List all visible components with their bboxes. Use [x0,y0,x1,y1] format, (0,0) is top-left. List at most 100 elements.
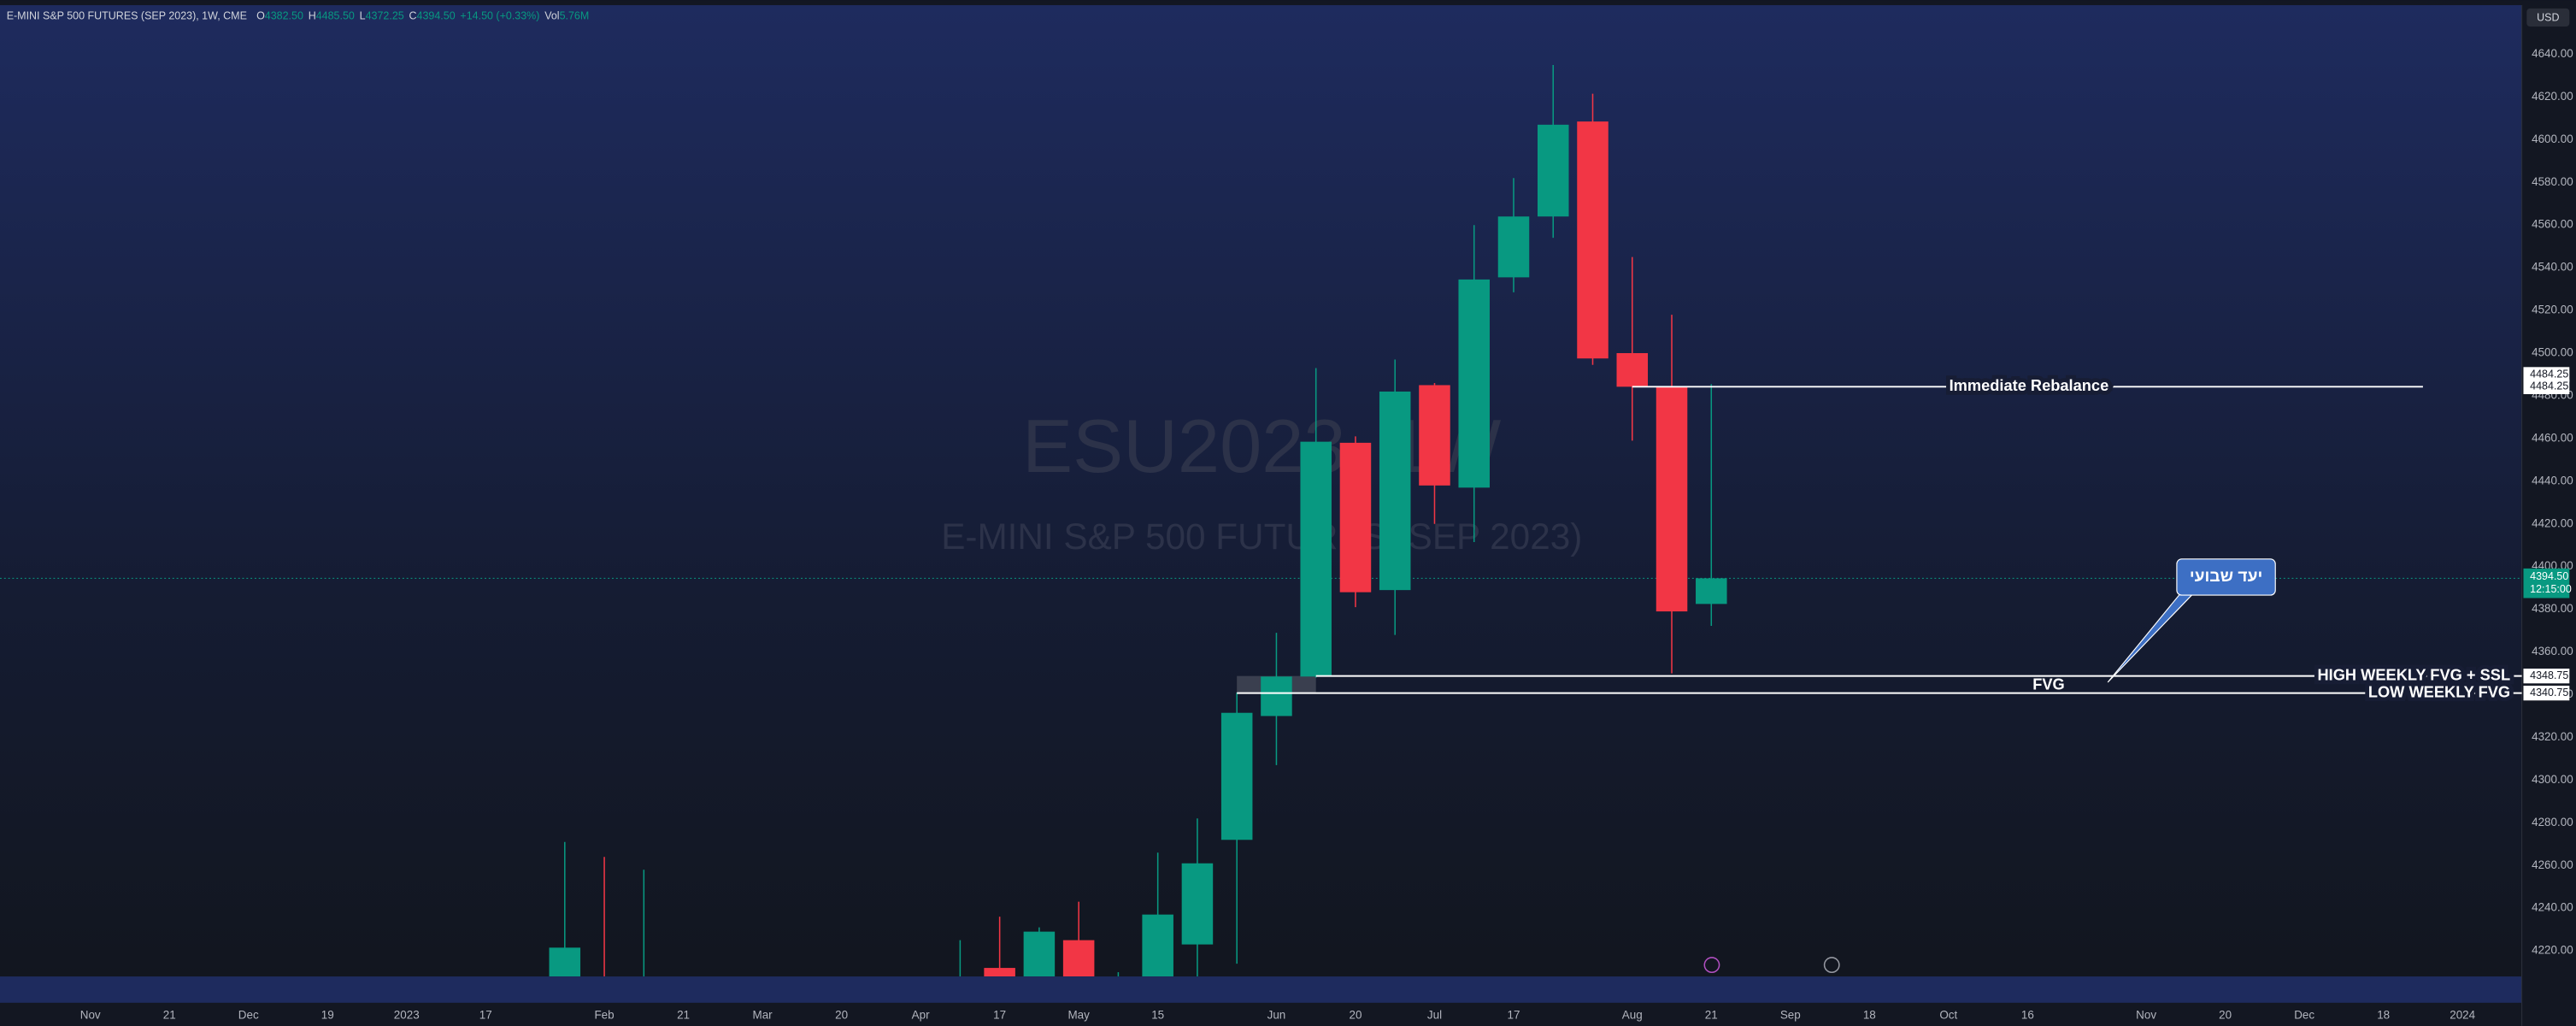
event-icon[interactable] [1703,957,1720,974]
x-tick-label: 2024 [2450,1009,2475,1022]
y-tick-label: 4460.00 [2532,431,2573,444]
x-tick-label: 17 [993,1009,1006,1022]
price-label-box [2523,685,2570,701]
y-tick-label: 4500.00 [2532,346,2573,359]
y-tick-label: 4260.00 [2532,858,2573,871]
candle-body [1261,676,1292,716]
x-tick-label: Nov [80,1009,101,1022]
candle-body [1379,391,1411,591]
x-tick-label: 21 [677,1009,690,1022]
plot-area [0,5,2522,977]
candle-body [1656,386,1688,612]
x-tick-label: Aug [1622,1009,1643,1022]
x-tick-label: Jun [1267,1009,1286,1022]
y-tick-label: 4440.00 [2532,474,2573,486]
candle-body [1577,121,1609,359]
last-price-box [2523,568,2570,598]
last-price-countdown: 12:15:00 [2530,583,2572,595]
y-tick-label: 4620.00 [2532,90,2573,103]
x-tick-label: 18 [1863,1009,1876,1022]
x-tick-label: 20 [1349,1009,1362,1022]
candle-body [1339,442,1372,593]
x-tick-label: 16 [2021,1009,2034,1022]
y-tick-label: 4280.00 [2532,816,2573,828]
callout-box [2176,558,2276,596]
x-tick-label: May [1067,1009,1090,1022]
y-tick-label: 4540.00 [2532,261,2573,274]
price-label: 4484.25 [2530,368,2568,380]
candle-body [1181,863,1214,945]
price-label: 4340.75 [2530,687,2568,699]
x-tick-label: 21 [163,1009,176,1022]
candle-body [1142,914,1173,977]
legend-volume: 5.76M [560,10,590,22]
legend-key: H [309,10,316,22]
event-icon[interactable] [1823,957,1840,974]
x-tick-label: 21 [1705,1009,1718,1022]
y-tick-label: 4600.00 [2532,133,2573,145]
watermark-name: E-MINI S&P 500 FUTURES (SEP 2023) [941,516,1582,557]
candle-body [1300,441,1332,677]
x-tick-label: 2023 [394,1009,420,1022]
candle-body [984,968,1015,977]
x-tick-label: 19 [321,1009,334,1022]
fvg-label: FVG [2032,675,2065,693]
y-tick-label: 4580.00 [2532,175,2573,188]
x-tick-label: 17 [479,1009,492,1022]
price-label-box [2523,668,2570,684]
callout-label: יעד שבועי [2190,568,2262,586]
symbol: E-MINI S&P 500 FUTURES (SEP 2023), 1W, C… [7,10,247,22]
x-tick-label: Sep [1780,1009,1801,1022]
candle-body [1696,578,1727,604]
level-label: HIGH WEEKLY FVG + SSL [2317,665,2510,683]
candle-body [1419,385,1450,486]
y-tick-label: 4360.00 [2532,645,2573,657]
price-label-box [2523,367,2570,382]
candle-body [1220,712,1253,840]
header: E-MINI S&P 500 FUTURES (SEP 2023), 1W, C… [7,10,590,22]
legend-key: O [256,10,265,22]
x-tick-label: Jul [1427,1009,1442,1022]
legend-change: +14.50 (+0.33%) [460,10,539,22]
legend-volume-key: Vol [544,10,559,22]
y-tick-label: 4640.00 [2532,47,2573,60]
y-tick-label: 4240.00 [2532,901,2573,914]
x-tick-label: 15 [1151,1009,1164,1022]
y-tick-label: 4380.00 [2532,602,2573,615]
x-tick-label: 17 [1508,1009,1520,1022]
x-tick-label: Dec [2294,1009,2314,1022]
legend-value: 4382.50 [265,10,303,22]
price-label: 4484.25 [2530,380,2568,392]
price-label-box [2523,379,2570,394]
y-tick-label: 4420.00 [2532,516,2573,529]
candle-body [1062,940,1095,977]
candle-body [1497,216,1530,278]
x-tick-label: Feb [594,1009,614,1022]
candle-body [1023,931,1056,977]
legend-value: 4394.50 [417,10,456,22]
level-label: Immediate Rebalance [1950,376,2109,394]
y-tick-label: 4220.00 [2532,944,2573,957]
candle-body [1537,124,1569,217]
legend-key: L [360,10,366,22]
x-tick-label: Mar [753,1009,773,1022]
time-scale-band [0,976,2522,1003]
y-tick-label: 4520.00 [2532,304,2573,316]
y-tick-label: 4560.00 [2532,218,2573,231]
y-tick-label: 4320.00 [2532,730,2573,743]
x-tick-label: 20 [2219,1009,2232,1022]
currency-button[interactable] [2526,8,2570,27]
x-tick-label: Dec [238,1009,259,1022]
legend-value: 4485.50 [316,10,355,22]
candle-body [1458,279,1490,488]
legend-key: C [409,10,416,22]
candle-body [1616,353,1649,387]
price-label: 4348.75 [2530,669,2568,681]
x-tick-label: 20 [835,1009,848,1022]
level-label: LOW WEEKLY FVG [2368,682,2510,700]
currency[interactable]: USD [2537,12,2559,24]
last-price-label: 4394.50 [2530,570,2568,582]
x-tick-label: Oct [1939,1009,1957,1022]
